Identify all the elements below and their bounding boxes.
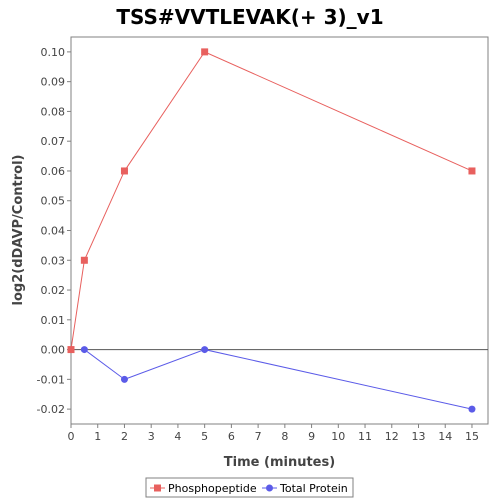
y-tick-label: 0.09 bbox=[41, 76, 66, 89]
x-tick-label: 12 bbox=[385, 430, 399, 443]
data-point-circle bbox=[80, 346, 88, 354]
x-axis: 0 1 2 3 4 5 6 7 8 9 10 11 12 13 14 15 bbox=[68, 424, 479, 443]
y-tick-label: 0.03 bbox=[41, 254, 66, 267]
y-axis-label: log2(dDAVP/Control) bbox=[11, 155, 26, 306]
x-tick-label: 13 bbox=[412, 430, 426, 443]
x-tick-label: 9 bbox=[308, 430, 315, 443]
x-tick-label: 11 bbox=[358, 430, 372, 443]
x-tick-label: 4 bbox=[174, 430, 181, 443]
x-tick-label: 6 bbox=[228, 430, 235, 443]
data-point-square bbox=[67, 346, 75, 354]
y-tick-label: 0.10 bbox=[41, 46, 66, 59]
x-tick-label: 2 bbox=[121, 430, 128, 443]
plot-area: 0.10 0.09 0.08 0.07 0.06 0.05 0.04 0.03 0.02 0.01… bbox=[37, 36, 489, 443]
legend-label: Total Protein bbox=[279, 482, 348, 495]
series-line-1 bbox=[84, 349, 473, 410]
legend-marker-circle bbox=[266, 484, 273, 492]
y-tick-label: 0.07 bbox=[41, 135, 66, 148]
x-tick-label: 7 bbox=[255, 430, 262, 443]
x-tick-label: 8 bbox=[281, 430, 288, 443]
x-axis-label: Time (minutes) bbox=[224, 455, 335, 470]
x-tick-label: 10 bbox=[331, 430, 345, 443]
y-tick-label: -0.02 bbox=[37, 403, 65, 416]
y-tick-label: 0.00 bbox=[41, 344, 66, 357]
y-tick-label: 0.01 bbox=[41, 314, 66, 327]
series-layer bbox=[67, 48, 476, 413]
data-point-square bbox=[120, 167, 128, 175]
y-tick-label: 0.02 bbox=[41, 284, 66, 297]
y-tick-label: 0.04 bbox=[41, 225, 66, 238]
legend-label: Phosphopeptide bbox=[168, 482, 257, 495]
y-axis: 0.10 0.09 0.08 0.07 0.06 0.05 0.04 0.03 0.02 0.01… bbox=[37, 46, 71, 416]
x-tick-label: 1 bbox=[94, 430, 101, 443]
x-tick-label: 0 bbox=[68, 430, 75, 443]
data-point-circle bbox=[120, 375, 128, 383]
x-tick-label: 5 bbox=[201, 430, 208, 443]
y-tick-label: -0.01 bbox=[37, 373, 65, 386]
y-tick-label: 0.06 bbox=[41, 165, 66, 178]
legend-marker-square bbox=[154, 484, 161, 492]
y-tick-label: 0.05 bbox=[41, 195, 66, 208]
x-tick-label: 15 bbox=[465, 430, 479, 443]
data-point-circle bbox=[468, 405, 476, 413]
x-tick-label: 14 bbox=[438, 430, 452, 443]
plot-frame bbox=[70, 36, 489, 425]
legend-box bbox=[145, 477, 354, 498]
data-point-square bbox=[80, 256, 88, 264]
y-tick-label: 0.08 bbox=[41, 105, 66, 118]
data-point-square bbox=[201, 48, 209, 56]
chart-title: TSS#VVTLEVAK(+ 3)_v1 bbox=[116, 5, 383, 29]
x-tick-label: 3 bbox=[148, 430, 155, 443]
legend: Phosphopeptide Total Protein bbox=[145, 477, 354, 498]
data-point-circle bbox=[201, 346, 209, 354]
data-point-square bbox=[468, 167, 476, 175]
